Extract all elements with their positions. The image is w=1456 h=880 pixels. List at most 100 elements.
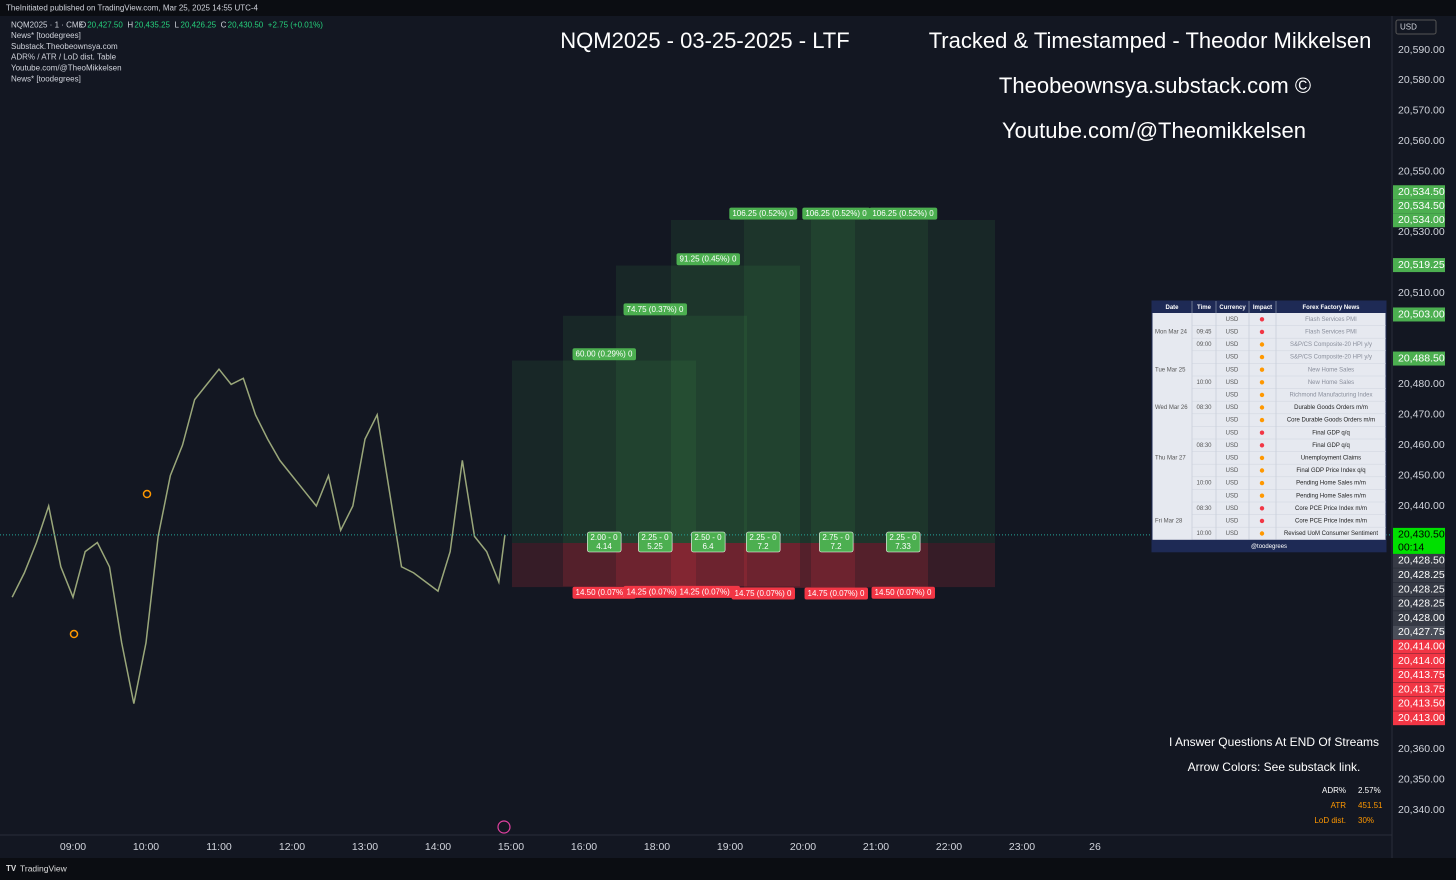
news-currency: USD — [1226, 355, 1239, 361]
news-time: 10:00 — [1196, 380, 1212, 386]
price-marker-label: 20,428.50 — [1398, 555, 1445, 567]
price-tick-label: 20,360.00 — [1398, 743, 1445, 755]
stop-label: 14.75 (0.07%) 0 — [735, 589, 792, 598]
price-tick-label: 20,510.00 — [1398, 287, 1445, 299]
price-marker — [1393, 582, 1445, 597]
time-tick-label: 16:00 — [571, 841, 597, 853]
ohlc-label: H — [127, 21, 133, 30]
stop-label: 14.50 (0.07%) 0 — [576, 588, 633, 597]
impact-dot — [1259, 480, 1265, 486]
news-footer: @toodegrees — [1251, 544, 1287, 550]
price-marker-label: 20,428.00 — [1398, 612, 1445, 624]
news-header-bg — [1152, 301, 1386, 313]
news-time: 08:30 — [1196, 506, 1212, 512]
price-marker-label: 20,488.50 — [1398, 352, 1445, 364]
profit-zone — [671, 220, 855, 543]
news-event: Final GDP Price Index q/q — [1296, 468, 1365, 474]
news-time: 09:45 — [1196, 329, 1212, 335]
news-currency: USD — [1226, 468, 1239, 474]
profit-label-bg — [869, 207, 938, 220]
price-marker — [1393, 625, 1445, 640]
news-header: Currency — [1219, 305, 1246, 311]
news-currency: USD — [1226, 405, 1239, 411]
news-date: Tue Mar 25 — [1155, 367, 1186, 373]
price-marker-label: 20,414.00 — [1398, 640, 1445, 652]
price-marker-label: 20,427.75 — [1398, 626, 1445, 638]
brand-logo: TV — [6, 864, 17, 873]
time-tick-label: 23:00 — [1009, 841, 1035, 853]
news-event: S&P/CS Composite-20 HPI y/y — [1290, 355, 1372, 361]
indicator: Substack.Theobeownsya.com — [11, 42, 118, 51]
note: Arrow Colors: See substack link. — [1188, 760, 1361, 774]
news-event: Durable Goods Orders m/m — [1294, 405, 1368, 411]
price-tick-label: 20,470.00 — [1398, 409, 1445, 421]
ratio-sub: 5.25 — [647, 542, 663, 551]
price-marker — [1393, 696, 1445, 711]
stop-label-bg — [676, 585, 741, 598]
ohlc-label: C — [221, 21, 227, 30]
news-currency: USD — [1226, 329, 1239, 335]
event-marker — [69, 629, 79, 639]
impact-dot — [1259, 493, 1265, 498]
impact-dot — [1259, 367, 1265, 372]
profit-zone — [811, 220, 995, 543]
news-currency: USD — [1226, 342, 1239, 348]
stat-name: LoD dist. — [1314, 816, 1346, 825]
time-tick-label: 09:00 — [60, 841, 86, 853]
stat-value: 451.51 — [1358, 801, 1383, 810]
profit-label: 60.00 (0.29%) 0 — [576, 350, 633, 359]
brand: TradingView — [20, 863, 68, 873]
ohlc-value: 20,426.25 — [181, 21, 217, 30]
price-marker-label: 20,503.00 — [1398, 308, 1445, 320]
price-marker — [1393, 199, 1445, 214]
news-date: Wed Mar 26 — [1155, 405, 1188, 411]
impact-dot — [1259, 380, 1265, 385]
stop-label-bg — [871, 586, 936, 599]
news-time: 10:00 — [1196, 531, 1212, 537]
ratio-bg — [819, 531, 854, 553]
stop-label: 14.25 (0.07%) 0 — [680, 587, 737, 596]
current-price: 20,430.50 — [1398, 529, 1445, 541]
price-tick-label: 20,340.00 — [1398, 804, 1445, 816]
news-currency: USD — [1226, 455, 1239, 461]
stop-label: 14.25 (0.07%) 0 — [627, 587, 684, 596]
stat-value: 30% — [1358, 816, 1374, 825]
ohlc-value: 20,430.50 — [228, 21, 264, 30]
ratio: 2.50 - 0 — [694, 533, 722, 542]
ohlc-value: 20,435.25 — [134, 21, 170, 30]
indicator: News* [toodegrees] — [11, 31, 81, 40]
currency: USD — [1400, 23, 1417, 32]
price-tick-label: 20,570.00 — [1398, 105, 1445, 117]
price-marker — [1393, 596, 1445, 611]
price-marker — [1393, 213, 1445, 228]
event-marker — [142, 489, 152, 499]
news-event: Core PCE Price Index m/m — [1295, 506, 1367, 512]
news-event: Flash Services PMI — [1305, 317, 1357, 323]
profit-zone — [744, 220, 928, 543]
news-time: 10:00 — [1196, 481, 1212, 487]
youtube-title: Youtube.com/@Theomikkelsen — [1002, 118, 1306, 143]
price-path — [11, 367, 506, 704]
news-date: Fri Mar 28 — [1155, 518, 1183, 524]
price-tick-label: 20,440.00 — [1398, 500, 1445, 512]
ratio: 2.75 - 0 — [822, 533, 850, 542]
impact-dot — [1259, 468, 1265, 473]
news-currency: USD — [1226, 392, 1239, 398]
note: I Answer Questions At END Of Streams — [1169, 735, 1379, 749]
news-event: Unemployment Claims — [1301, 455, 1361, 461]
impact-dot — [1259, 443, 1265, 448]
price-marker-label: 20,534.50 — [1398, 186, 1445, 198]
news-currency: USD — [1226, 443, 1239, 449]
time-tick-label: 22:00 — [936, 841, 962, 853]
profit-label-bg — [572, 348, 637, 361]
ratio-bg — [587, 531, 622, 553]
news-date: Thu Mar 27 — [1155, 455, 1186, 461]
news-date: Mon Mar 24 — [1155, 329, 1188, 335]
profit-label: 74.75 (0.37%) 0 — [627, 305, 684, 314]
impact-dot — [1259, 430, 1265, 435]
substack-title: Theobeownsya.substack.com © — [999, 73, 1311, 98]
news-currency: USD — [1226, 506, 1239, 512]
news-time: 08:30 — [1196, 405, 1212, 411]
stop-label-bg — [623, 585, 688, 598]
